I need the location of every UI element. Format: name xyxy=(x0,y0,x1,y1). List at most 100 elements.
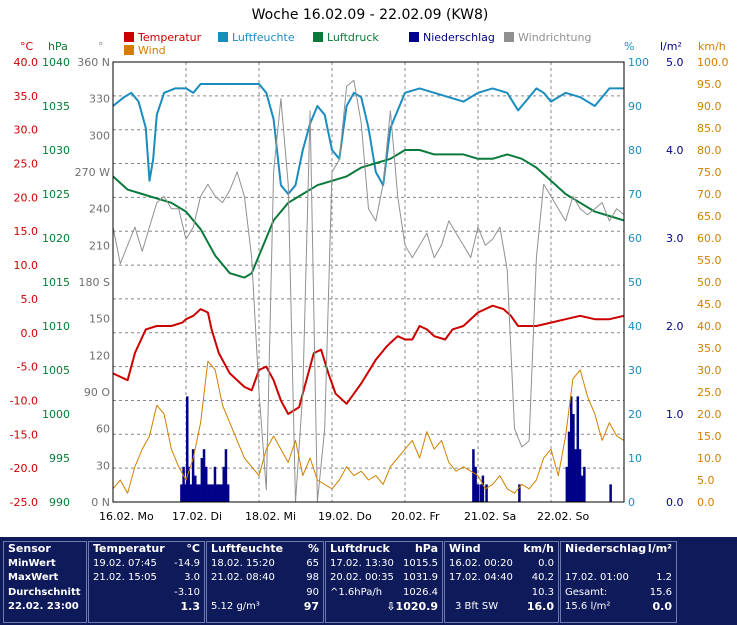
rain-bar xyxy=(578,449,582,502)
tick-wind: 95.0 xyxy=(697,78,722,91)
tick-wind: 60.0 xyxy=(697,232,722,245)
tick-wind: 100.0 xyxy=(697,56,729,69)
tick-hum: 0 xyxy=(628,496,635,509)
temp-max: 3.0 xyxy=(184,572,200,584)
tick-dir: 360 N xyxy=(77,56,110,69)
tick-hum: 10 xyxy=(628,452,642,465)
rain-bar xyxy=(215,484,219,502)
rain-bar xyxy=(211,484,215,502)
rain-header: Niederschlag xyxy=(565,542,647,555)
x-label: 21.02. Sa xyxy=(464,510,516,523)
press-max: 1031.9 xyxy=(403,572,438,584)
legend-swatch-wind xyxy=(124,45,134,55)
rain-bars xyxy=(180,396,612,502)
rain-bar xyxy=(196,484,199,502)
tick-wind: 10.0 xyxy=(697,452,722,465)
tick-temp: 20.0 xyxy=(14,191,39,204)
wind-unit: km/h xyxy=(523,542,554,555)
legend-windrichtung: Windrichtung xyxy=(518,31,591,44)
tick-wind: 50.0 xyxy=(697,276,722,289)
unit-wind: km/h xyxy=(698,40,726,53)
press-unit: hPa xyxy=(414,542,438,555)
x-label: 17.02. Di xyxy=(172,510,222,523)
rain-bar xyxy=(184,484,188,502)
series-lines xyxy=(112,79,625,503)
temp-header: Temperatur xyxy=(93,542,165,555)
series-wind xyxy=(112,360,625,494)
hum-max-time: 21.02. 08:40 xyxy=(211,572,275,584)
statistics-panel: Sensor MinWert MaxWert Durchschnitt 22.0… xyxy=(0,537,737,625)
tick-dir: 300 xyxy=(89,129,110,142)
tick-rain: 3.0 xyxy=(666,232,684,245)
axis-ticks: 40.0 35.0 30.0 25.0 20.0 15.0 10.0 5.0 0.0 -5.0 -1… xyxy=(10,56,729,509)
rain-bar xyxy=(518,484,521,502)
unit-rain: l/m² xyxy=(660,40,682,53)
x-label: 16.02. Mo xyxy=(99,510,154,523)
rain-max-time: 17.02. 01:00 xyxy=(565,572,629,584)
rain-bar xyxy=(485,484,488,502)
x-axis-labels: 16.02. Mo 17.02. Di 18.02. Mi 19.02. Do 20.0… xyxy=(99,510,589,523)
tick-wind: 70.0 xyxy=(697,188,722,201)
tick-temp: 40.0 xyxy=(14,56,39,69)
press-max-time: 20.02. 00:35 xyxy=(330,572,394,584)
temp-max-time: 21.02. 15:05 xyxy=(93,572,157,584)
tick-wind: 5.0 xyxy=(697,474,715,487)
press-avg: 1026.4 xyxy=(403,586,438,598)
tick-wind: 65.0 xyxy=(697,210,722,223)
wind-max: 40.2 xyxy=(531,572,554,584)
wind-max-time: 17.02. 04:40 xyxy=(449,572,513,584)
grid xyxy=(113,62,624,502)
x-label: 18.02. Mi xyxy=(245,510,296,523)
legend-swatch-temperatur xyxy=(124,32,134,42)
legend-wind: Wind xyxy=(138,44,166,57)
legend-niederschlag: Niederschlag xyxy=(423,31,495,44)
series-temperatur xyxy=(112,304,625,415)
rain-bar xyxy=(186,396,189,502)
stats-temperatur: Temperatur °C 19.02. 07:45 -14.9 21.02. 15… xyxy=(88,541,205,623)
rain-bar xyxy=(567,431,571,502)
tick-wind: 85.0 xyxy=(697,122,722,135)
wind-current: 16.0 xyxy=(526,600,554,614)
tick-hum: 80 xyxy=(628,144,642,157)
label-min: MinWert xyxy=(8,557,56,569)
tick-wind: 90.0 xyxy=(697,100,722,113)
series-windrichtung xyxy=(112,79,625,503)
tick-temp: 0.0 xyxy=(21,327,39,340)
unit-press: hPa xyxy=(48,40,68,53)
rain-bar xyxy=(574,449,577,502)
tick-temp: 5.0 xyxy=(21,293,39,306)
tick-temp: 35.0 xyxy=(14,90,39,103)
rain-bar xyxy=(479,484,482,502)
press-current: ⇩1020.9 xyxy=(386,600,438,614)
tick-dir: 0 N xyxy=(91,496,110,509)
tick-wind: 25.0 xyxy=(697,386,722,399)
x-label: 20.02. Fr xyxy=(391,510,440,523)
tick-hum: 70 xyxy=(628,188,642,201)
rain-bar xyxy=(191,449,195,502)
tick-wind: 80.0 xyxy=(697,144,722,157)
rain-bar xyxy=(222,466,225,502)
tick-press: 1015 xyxy=(42,276,70,289)
tick-temp: -20.0 xyxy=(10,462,38,475)
temp-min: -14.9 xyxy=(174,557,200,569)
stats-niederschlag: Niederschlag l/m² 17.02. 01:00 1.2 Gesamt:… xyxy=(560,541,677,623)
wind-min: 0.0 xyxy=(538,557,554,569)
rain-bar xyxy=(189,484,193,502)
rain-bar xyxy=(207,484,210,502)
unit-temp: °C xyxy=(20,40,34,53)
press-trend: ^1.6hPa/h xyxy=(330,586,383,598)
rain-current: 0.0 xyxy=(652,600,673,614)
temp-unit: °C xyxy=(186,542,200,555)
rain-bar xyxy=(220,484,223,502)
tick-wind: 0.0 xyxy=(697,496,715,509)
rain-bar xyxy=(572,414,575,502)
tick-wind: 55.0 xyxy=(697,254,722,267)
tick-temp: -25.0 xyxy=(10,496,38,509)
rain-bar xyxy=(609,484,612,502)
hum-min: 65 xyxy=(306,557,319,569)
legend-luftdruck: Luftdruck xyxy=(327,31,379,44)
rain-total: 15.6 xyxy=(649,586,672,598)
rain-bar xyxy=(182,466,185,502)
tick-rain: 1.0 xyxy=(666,408,684,421)
legend-swatch-windrichtung xyxy=(504,32,514,42)
